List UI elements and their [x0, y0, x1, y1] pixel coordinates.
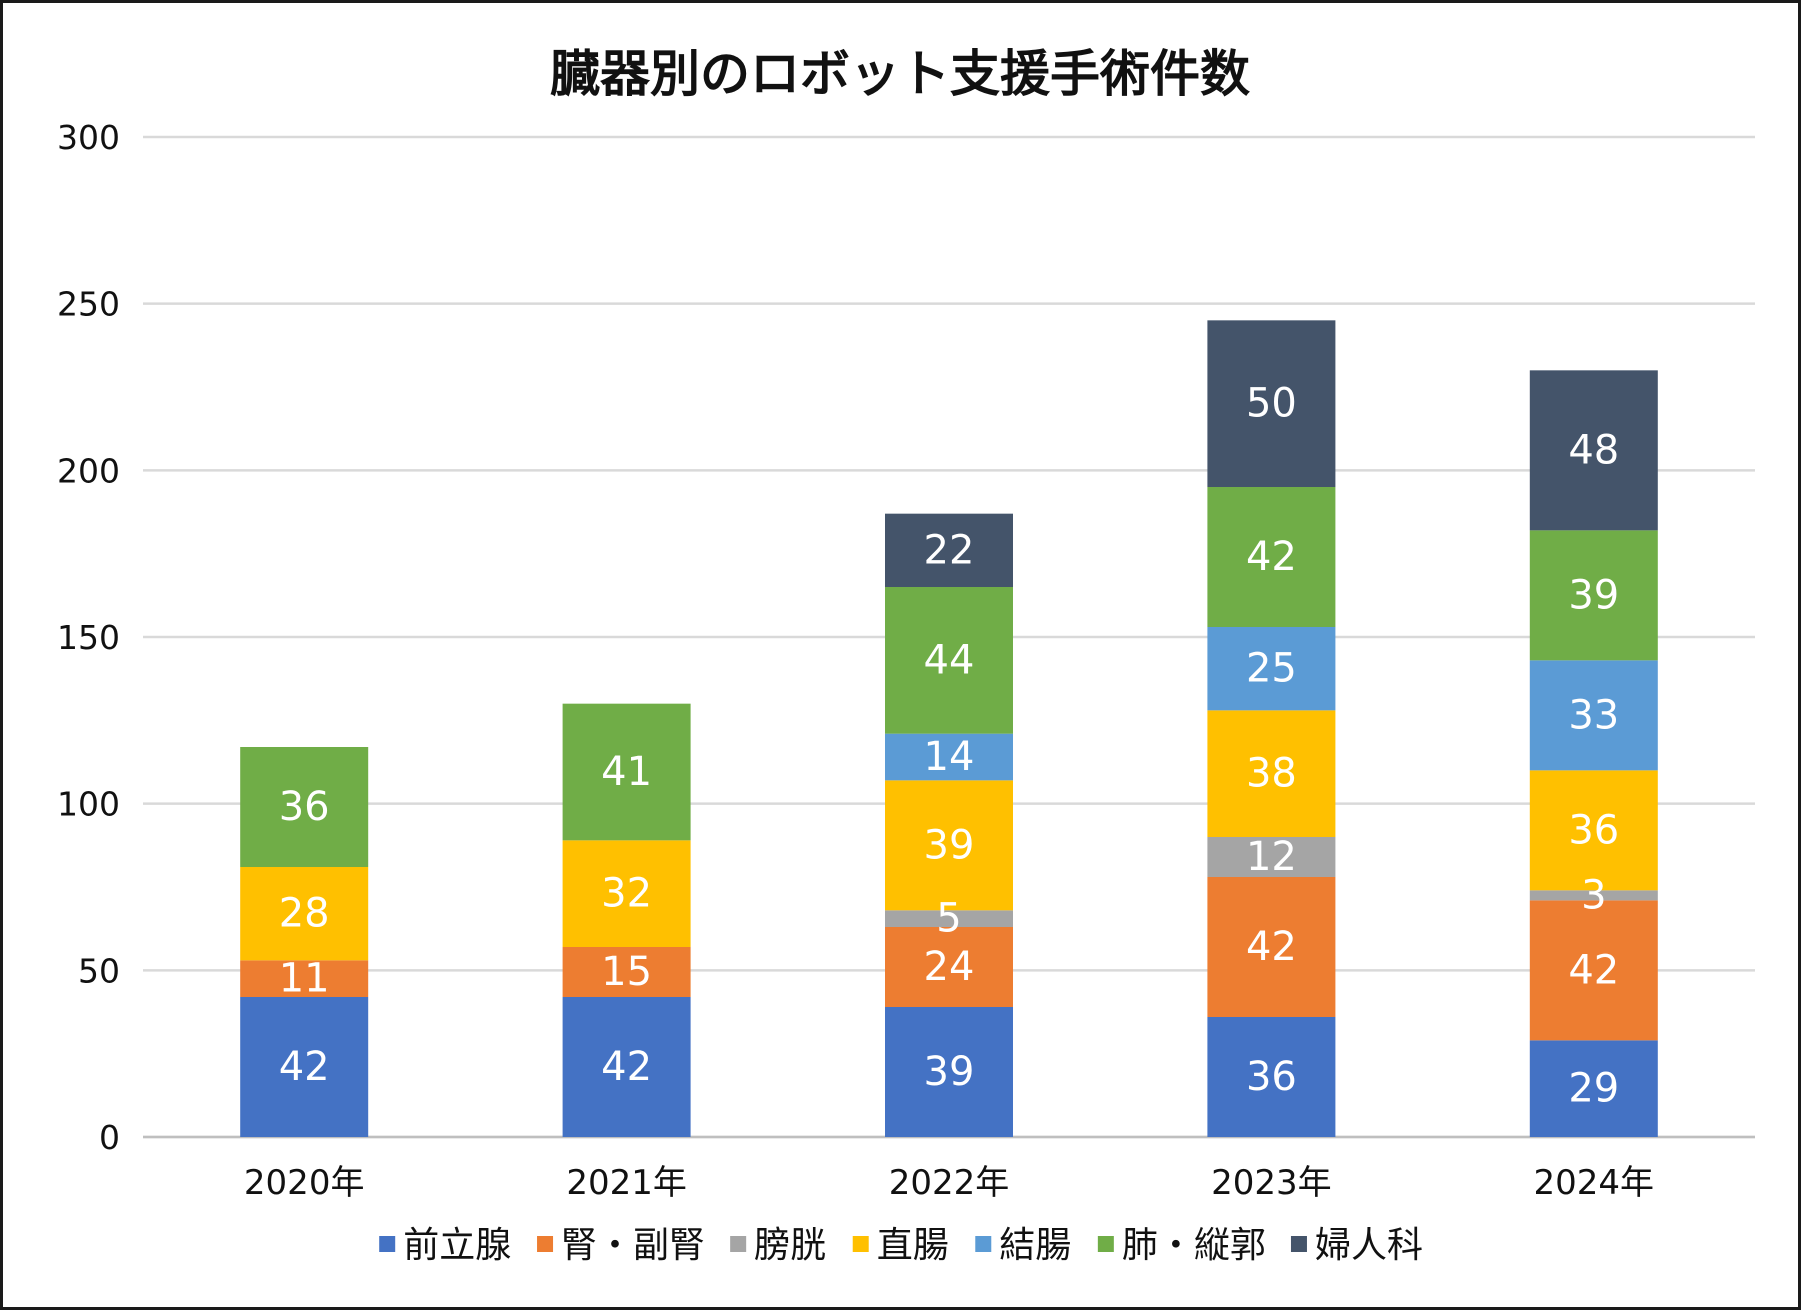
bar-segment-3-6: [885, 587, 1013, 734]
bar-segment-4-5: [1207, 627, 1336, 711]
bar-segment-2-6: [562, 703, 691, 841]
legend-swatch: [852, 1236, 869, 1252]
x-tick-label: 2022年: [889, 1163, 1010, 1203]
bar-segment-5-6: [1529, 530, 1658, 661]
bar-segment-5-3: [1529, 890, 1658, 901]
data-label-5-2: 42: [1568, 947, 1619, 993]
data-label-3-6: 44: [924, 637, 975, 683]
data-label-4-5: 25: [1246, 646, 1297, 692]
x-axis-ticks: 2020年 2021年 2022年 2023年 2024年: [244, 1163, 1654, 1203]
data-label-3-1: 39: [924, 1049, 975, 1095]
legend-item-7: 婦人科: [1290, 1225, 1423, 1266]
bar-segment-4-3: [1207, 837, 1336, 877]
data-labels: 42 11 28 36 42 15 32 41 39 245 39 14 44 22 36 42 12 38 25 4…: [279, 381, 1620, 1112]
data-label-5-5: 33: [1568, 692, 1619, 738]
bars: [240, 320, 1658, 1137]
y-tick-label: 50: [78, 951, 120, 990]
bar-segment-5-4: [1529, 770, 1658, 891]
bar-segment-3-1: [885, 1007, 1013, 1137]
bar-segment-1-6: [240, 747, 369, 867]
bar-segment-5-1: [1529, 1040, 1658, 1137]
legend-swatch: [537, 1236, 554, 1252]
data-label-4-4: 38: [1246, 751, 1297, 797]
data-label-5-4: 36: [1568, 807, 1619, 853]
legend-swatch: [1097, 1236, 1114, 1252]
legend-label: 前立腺: [403, 1225, 511, 1266]
data-label-1-1: 42: [279, 1044, 330, 1090]
bar-segment-3-7: [885, 513, 1013, 587]
legend-swatch: [975, 1236, 992, 1252]
data-label-1-6: 36: [279, 784, 330, 830]
bar-segment-3-2: [885, 927, 1013, 1007]
x-tick-label: 2023年: [1211, 1163, 1332, 1203]
legend-swatch: [1290, 1236, 1307, 1252]
legend-item-4: 直腸: [852, 1225, 949, 1266]
legend-item-1: 前立腺: [379, 1225, 511, 1266]
x-tick-label: 2024年: [1534, 1163, 1655, 1203]
data-label-2-1: 42: [601, 1044, 652, 1090]
legend-label: 結腸: [999, 1225, 1071, 1266]
x-tick-label: 2020年: [244, 1163, 365, 1203]
y-tick-label: 300: [57, 118, 120, 157]
bar-segment-1-4: [240, 867, 369, 961]
bar-segment-4-2: [1207, 877, 1336, 1017]
bar-segment-5-5: [1529, 660, 1658, 771]
bar-segment-4-6: [1207, 487, 1336, 627]
legend-label: 肺・縦郭: [1122, 1225, 1266, 1266]
data-label-4-1: 36: [1246, 1054, 1297, 1100]
bar-segment-4-7: [1207, 320, 1336, 487]
legend-swatch: [730, 1236, 747, 1252]
data-label-3-3: 5: [936, 896, 961, 942]
y-tick-label: 150: [57, 618, 120, 657]
legend-item-6: 肺・縦郭: [1097, 1225, 1266, 1266]
data-label-4-2: 42: [1246, 924, 1297, 970]
legend-item-5: 結腸: [975, 1225, 1071, 1266]
data-label-5-6: 39: [1568, 572, 1619, 618]
bar-segment-4-1: [1207, 1017, 1336, 1137]
data-label-5-1: 29: [1568, 1066, 1619, 1112]
bar-segment-3-5: [885, 733, 1013, 781]
data-label-3-5: 14: [924, 734, 975, 780]
bar-segment-3-3: [885, 910, 1013, 927]
x-tick-label: 2021年: [566, 1163, 687, 1203]
y-tick-label: 0: [99, 1118, 120, 1157]
legend-label: 婦人科: [1315, 1225, 1423, 1266]
chart-title: 臓器別のロボット支援手術件数: [550, 45, 1250, 103]
data-label-2-4: 32: [601, 871, 652, 917]
bar-segment-5-7: [1529, 370, 1658, 531]
stacked-bar-chart: 臓器別のロボット支援手術件数 0 50 100 150 200 250 300 42 11 28…: [57, 45, 1755, 1266]
data-label-5-3: 3: [1581, 872, 1606, 918]
bar-segment-3-4: [885, 780, 1013, 911]
y-tick-label: 250: [57, 285, 120, 324]
legend-item-2: 腎・副腎: [537, 1225, 705, 1266]
data-label-3-2: 24: [924, 944, 975, 990]
y-axis-ticks: 0 50 100 150 200 250 300: [57, 118, 120, 1157]
bar-segment-5-2: [1529, 900, 1658, 1041]
y-tick-label: 200: [57, 451, 120, 490]
data-label-3-7: 22: [924, 527, 975, 573]
data-label-3-4: 39: [924, 822, 975, 868]
data-label-4-7: 50: [1246, 381, 1297, 427]
data-label-5-7: 48: [1568, 427, 1619, 473]
bar-segment-1-2: [240, 960, 369, 997]
data-label-2-6: 41: [601, 749, 652, 795]
legend-label: 腎・副腎: [561, 1225, 705, 1266]
data-label-1-4: 28: [279, 891, 330, 937]
legend-label: 膀胱: [754, 1225, 826, 1266]
bar-segment-2-1: [562, 997, 691, 1137]
y-tick-label: 100: [57, 785, 120, 824]
legend: 前立腺 腎・副腎 膀胱 直腸 結腸 肺・縦郭 婦人科: [379, 1225, 1423, 1266]
bar-segment-4-4: [1207, 710, 1336, 837]
legend-item-3: 膀胱: [730, 1225, 826, 1266]
bar-segment-1-1: [240, 997, 369, 1137]
legend-swatch: [379, 1236, 396, 1252]
bar-segment-2-4: [562, 840, 691, 947]
data-label-4-3: 12: [1246, 834, 1297, 880]
legend-label: 直腸: [877, 1225, 949, 1266]
data-label-2-2: 15: [601, 949, 652, 995]
data-label-1-2: 11: [279, 956, 330, 1002]
bar-segment-2-2: [562, 947, 691, 997]
data-label-4-6: 42: [1246, 534, 1297, 580]
